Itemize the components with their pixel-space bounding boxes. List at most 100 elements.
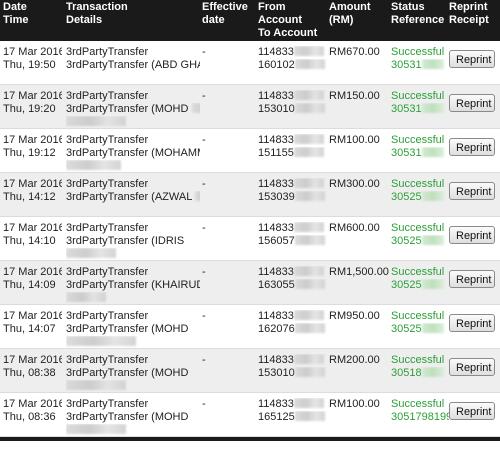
redacted-reference (421, 103, 444, 113)
to-account: 153039 (258, 191, 328, 204)
reprint-cell: Reprint (449, 129, 500, 172)
amount-cell: RM100.00 (328, 129, 390, 172)
table-footer-bar (0, 437, 500, 441)
amount-cell: RM1,500.00 (328, 261, 390, 304)
from-account: 114833 (258, 266, 328, 279)
reprint-button[interactable]: Reprint (449, 226, 495, 244)
status-cell: Successful 30525 (390, 305, 449, 348)
reprint-button[interactable]: Reprint (449, 50, 495, 68)
transaction-date: 17 Mar 2016, (3, 222, 62, 234)
amount-cell: RM950.00 (328, 305, 390, 348)
table-row: 17 Mar 2016, Thu, 14:12 3rdPartyTransfer 3r… (0, 173, 500, 217)
table-row: 17 Mar 2016, Thu, 08:38 3rdPartyTransfer 3r… (0, 349, 500, 393)
redacted-reference (421, 147, 444, 157)
transaction-detail-text: 3rdPartyTransfer (ABD GHANI (66, 59, 200, 71)
reference-number-text: 30525 (391, 323, 422, 335)
status-cell: Successful 3051798199 (390, 393, 449, 436)
reference-number-text: 30518 (391, 367, 422, 379)
header-reprint-receipt: Reprint Receipt (449, 1, 500, 41)
amount-cell: RM100.00 (328, 393, 390, 436)
redacted-name (66, 248, 116, 258)
transaction-date: 17 Mar 2016, (3, 266, 62, 278)
reference-number-text: 30531 (391, 59, 422, 71)
redacted-reference (421, 367, 444, 377)
amount-value: RM1,500.00 (329, 266, 389, 278)
reference-number: 3051798199 (391, 411, 449, 424)
effective-date-cell: - (200, 261, 257, 304)
reference-number-text: 3051798199 (391, 411, 449, 423)
transaction-detail: 3rdPartyTransfer (MOHD (66, 323, 200, 336)
amount-value: RM600.00 (329, 222, 380, 234)
transaction-time: Thu, 14:12 (3, 191, 56, 203)
transaction-detail-text: 3rdPartyTransfer (KHAIRUDDIN (66, 279, 200, 291)
from-account: 114833 (258, 90, 328, 103)
header-amount: Amount (RM) (328, 1, 390, 41)
reference-number-text: 30531 (391, 103, 422, 115)
effective-date-cell: - (200, 393, 257, 436)
date-time-cell: 17 Mar 2016, Thu, 19:12 (0, 129, 62, 172)
header-label: Reference (391, 14, 445, 26)
status-badge: Successful (391, 354, 445, 366)
table-row: 17 Mar 2016, Thu, 14:07 3rdPartyTransfer 3r… (0, 305, 500, 349)
redacted-name (194, 191, 200, 201)
to-account: 165125 (258, 411, 328, 424)
redacted-account (294, 323, 325, 333)
redacted-name (66, 292, 106, 302)
transaction-detail-continued (66, 160, 200, 172)
redacted-account (293, 398, 324, 408)
redacted-account (293, 134, 324, 144)
reprint-button[interactable]: Reprint (449, 138, 495, 156)
from-account: 114833 (258, 354, 328, 367)
transaction-details-cell: 3rdPartyTransfer 3rdPartyTransfer (MOHD (62, 393, 200, 436)
amount-cell: RM200.00 (328, 349, 390, 392)
to-account: 153010 (258, 103, 328, 116)
account-cell: 114833 162076 (257, 305, 328, 348)
effective-date: - (202, 310, 206, 322)
redacted-name (191, 103, 200, 113)
reprint-button[interactable]: Reprint (449, 358, 495, 376)
reprint-button[interactable]: Reprint (449, 182, 495, 200)
reprint-button[interactable]: Reprint (449, 314, 495, 332)
transaction-type: 3rdPartyTransfer (66, 134, 149, 146)
header-date-time: Date Time (0, 1, 62, 41)
status-cell: Successful 30518 (390, 349, 449, 392)
redacted-account (293, 354, 324, 364)
reference-number: 30518 (391, 367, 449, 380)
transaction-type: 3rdPartyTransfer (66, 90, 149, 102)
to-account: 162076 (258, 323, 328, 336)
redacted-account (294, 367, 325, 377)
to-account: 151155 (258, 147, 328, 160)
amount-value: RM300.00 (329, 178, 380, 190)
effective-date-cell: - (200, 217, 257, 260)
reprint-cell: Reprint (449, 261, 500, 304)
account-cell: 114833 156057 (257, 217, 328, 260)
status-cell: Successful 30531 (390, 129, 449, 172)
redacted-account (294, 235, 325, 245)
header-label: (RM) (329, 14, 354, 26)
status-badge: Successful (391, 310, 445, 322)
transaction-time: Thu, 14:07 (3, 323, 56, 335)
amount-value: RM200.00 (329, 354, 380, 366)
account-cell: 114833 153039 (257, 173, 328, 216)
reprint-button[interactable]: Reprint (449, 270, 495, 288)
reference-number: 30525 (391, 279, 449, 292)
reference-number: 30525 (391, 235, 449, 248)
transaction-details-cell: 3rdPartyTransfer 3rdPartyTransfer (AZWAL (62, 173, 200, 216)
transaction-details-cell: 3rdPartyTransfer 3rdPartyTransfer (MOHD (62, 305, 200, 348)
redacted-account (293, 46, 324, 56)
header-status-reference: Status Reference (390, 1, 449, 41)
from-account: 114833 (258, 398, 328, 411)
effective-date-cell: - (200, 129, 257, 172)
reprint-button[interactable]: Reprint (449, 402, 495, 420)
transaction-detail: 3rdPartyTransfer (MOHD (66, 367, 200, 380)
reprint-cell: Reprint (449, 41, 500, 84)
from-account-number: 114833 (258, 222, 294, 234)
reference-number: 30531 (391, 147, 449, 160)
reprint-cell: Reprint (449, 305, 500, 348)
reprint-button[interactable]: Reprint (449, 94, 495, 112)
transaction-detail-text: 3rdPartyTransfer (MOHD (66, 411, 189, 423)
effective-date: - (202, 266, 206, 278)
redacted-account (293, 266, 324, 276)
reference-number: 30531 (391, 59, 449, 72)
